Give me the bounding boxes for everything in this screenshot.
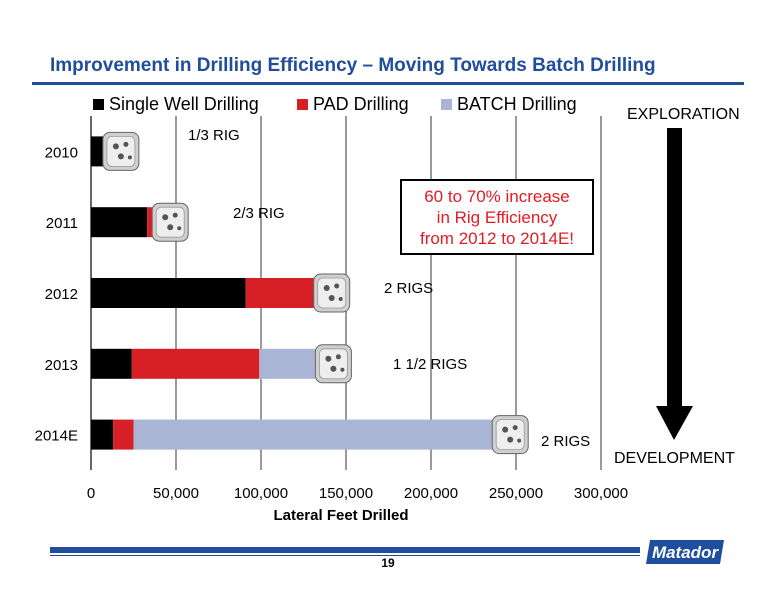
drill-bit-face <box>495 419 525 451</box>
bar-segment <box>113 419 134 450</box>
category-label: 2013 <box>45 357 78 374</box>
drill-bit-icon <box>313 273 351 313</box>
x-axis-title: Lateral Feet Drilled <box>273 507 408 524</box>
efficiency-callout: 60 to 70% increase in Rig Efficiency fro… <box>400 179 594 255</box>
bar-segment <box>147 207 153 238</box>
exploration-label: EXPLORATION <box>627 106 740 123</box>
arrow-shaft <box>667 128 682 408</box>
rig-label: 2/3 RIG <box>233 205 285 222</box>
drill-bit-face <box>318 348 348 380</box>
drill-bit-cutter <box>323 285 330 291</box>
drill-bit-cutter <box>517 438 522 443</box>
legend-swatch <box>441 99 452 110</box>
drill-bit-cutter <box>172 212 178 218</box>
drill-bit-cutter <box>167 224 174 231</box>
drill-bit-cutter <box>512 425 518 431</box>
callout-line: 60 to 70% increase <box>424 187 570 206</box>
page-number: 19 <box>381 556 395 570</box>
bar-segment <box>91 348 132 379</box>
rig-label: 2 RIGS <box>384 280 433 297</box>
legend-label: BATCH Drilling <box>457 94 577 114</box>
x-tick-label: 50,000 <box>153 485 199 502</box>
matador-logo: Matador <box>646 540 724 564</box>
drill-bit-cutter <box>117 153 124 160</box>
drill-bit-icon <box>102 131 140 171</box>
drill-bit-cutter <box>123 141 129 147</box>
x-tick-label: 200,000 <box>404 485 458 502</box>
drill-bit-cutter <box>330 365 337 372</box>
bar-segment <box>91 419 114 450</box>
rig-label: 2 RIGS <box>541 433 590 450</box>
callout-line: in Rig Efficiency <box>436 208 558 227</box>
footer-divider-thin <box>50 555 640 556</box>
category-label: 2012 <box>45 286 78 303</box>
drill-bit-cutter <box>112 143 119 150</box>
legend-swatch <box>297 99 308 110</box>
drill-bit-icon <box>151 202 189 242</box>
drill-bit-cutter <box>335 354 341 360</box>
rig-label: 1/3 RIG <box>188 127 240 144</box>
x-tick-label: 0 <box>87 485 95 502</box>
bar-segment <box>91 207 148 238</box>
logo-text: Matador <box>652 543 720 562</box>
drill-bit-cutter <box>325 355 332 362</box>
x-tick-label: 250,000 <box>489 485 543 502</box>
bar-segment <box>131 348 260 379</box>
arrow-head <box>656 406 693 440</box>
legend-item-pad: PAD Drilling <box>297 94 409 115</box>
x-tick-label: 300,000 <box>574 485 628 502</box>
legend-label: PAD Drilling <box>313 94 409 114</box>
drill-bit-icon <box>314 344 352 384</box>
category-label: 2014E <box>35 428 78 445</box>
legend-swatch <box>93 99 104 110</box>
x-tick-label: 100,000 <box>234 485 288 502</box>
callout-line: from 2012 to 2014E! <box>419 229 575 248</box>
drill-bit-face <box>155 206 185 238</box>
drill-bit-cutter <box>162 214 169 221</box>
page-title: Improvement in Drilling Efficiency – Mov… <box>50 55 656 76</box>
drill-bit-icon <box>491 415 529 455</box>
rig-label: 1 1/2 RIGS <box>393 356 467 373</box>
drill-bit-cutter <box>328 295 335 301</box>
drill-bit-cutter <box>177 226 182 231</box>
drill-bit-face <box>317 277 347 309</box>
bar-segment <box>245 278 314 308</box>
drill-bit-cutter <box>502 426 509 433</box>
bar-segment <box>91 136 103 167</box>
drill-bit-cutter <box>507 436 514 443</box>
x-tick-label: 150,000 <box>319 485 373 502</box>
category-label: 2011 <box>46 215 78 232</box>
drill-bit-cutter <box>334 283 340 289</box>
legend-label: Single Well Drilling <box>109 94 259 114</box>
bar-segment <box>259 348 316 379</box>
legend-item-batch: BATCH Drilling <box>441 94 577 115</box>
bar-segment <box>133 419 493 450</box>
category-label: 2010 <box>45 144 78 161</box>
drill-bit-face <box>106 135 136 167</box>
drill-bit-cutter <box>338 297 343 301</box>
title-divider <box>32 82 744 85</box>
development-label: DEVELOPMENT <box>614 450 735 467</box>
bar-segment <box>91 278 246 308</box>
footer-divider <box>50 547 640 553</box>
drill-bit-cutter <box>127 155 132 160</box>
legend-item-single-well: Single Well Drilling <box>93 94 259 115</box>
drill-bit-cutter <box>340 367 345 372</box>
